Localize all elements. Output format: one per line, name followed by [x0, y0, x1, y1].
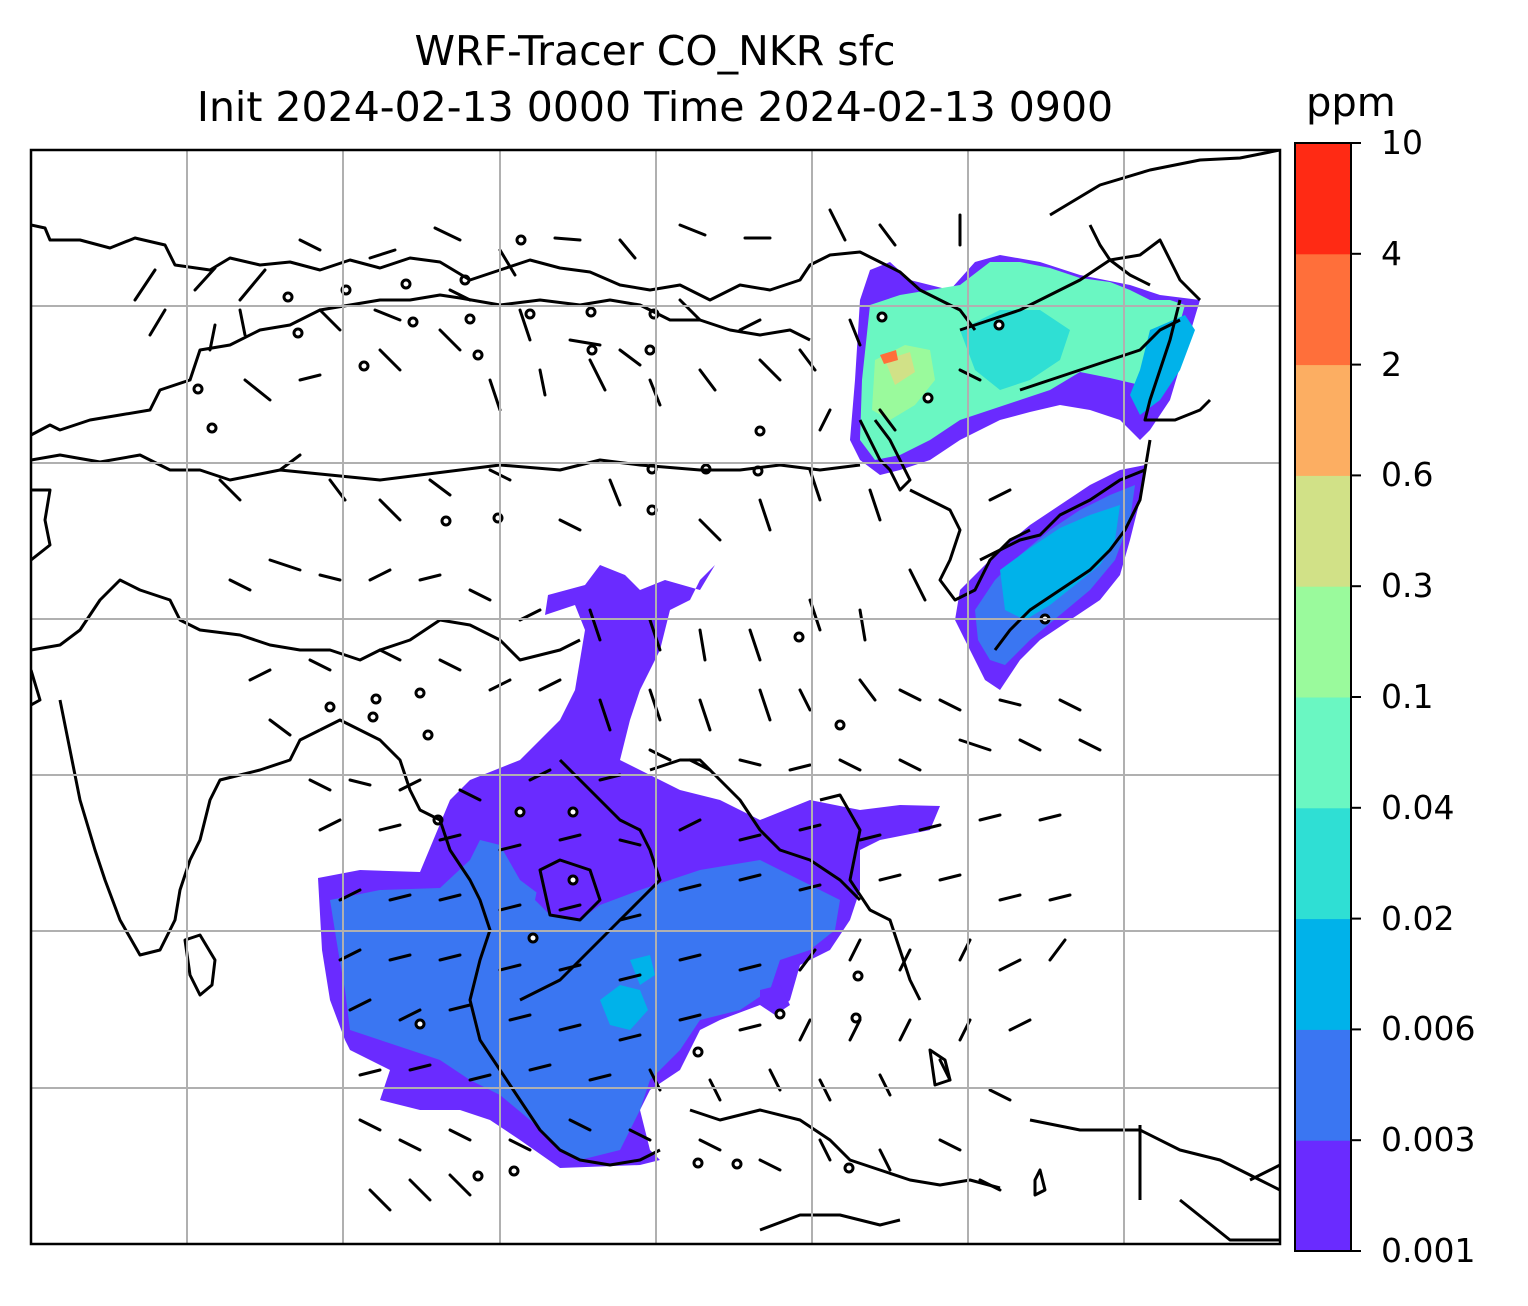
colorbar-ticks: [1351, 142, 1361, 1252]
colorbar-tick-label: 10: [1381, 123, 1423, 162]
colorbar-unit-label: ppm: [1306, 80, 1396, 126]
colorbar-tick-label: 0.006: [1381, 1009, 1476, 1049]
colorbar-tick-label: 0.001: [1381, 1231, 1476, 1270]
colorbar-band-0: [1295, 1140, 1351, 1252]
colorbar-band-4: [1295, 697, 1351, 809]
map-title-line2: Init 2024-02-13 0000 Time 2024-02-13 090…: [196, 83, 1114, 131]
colorbar-tick-label: 0.003: [1381, 1120, 1476, 1160]
colorbar-tick-label: 4: [1381, 233, 1402, 273]
colorbar-tick-label: 0.02: [1381, 898, 1455, 938]
tracer-plume-north: [850, 255, 1200, 690]
colorbar-band-7: [1295, 364, 1351, 476]
colorbar-band-6: [1295, 475, 1351, 587]
map-frame: [29, 148, 1282, 1246]
colorbar-band-8: [1295, 253, 1351, 366]
colorbar-band-9: [1295, 143, 1351, 255]
tracer-plume-south: [318, 565, 940, 1168]
colorbar-band-3: [1295, 807, 1351, 920]
colorbar-tick-label: 0.3: [1381, 566, 1434, 606]
colorbar-band-5: [1295, 586, 1351, 698]
colorbar: [1295, 143, 1351, 1252]
map-gridlines: [31, 150, 1280, 1244]
colorbar-tick-label: 0.1: [1381, 677, 1434, 716]
colorbar-band-2: [1295, 918, 1351, 1030]
colorbar-tick-label: 0.04: [1381, 787, 1455, 827]
map-title-line1: WRF-Tracer CO_NKR sfc: [414, 27, 896, 75]
colorbar-band-1: [1295, 1029, 1351, 1141]
colorbar-tick-label: 0.6: [1381, 455, 1434, 495]
colorbar-tick-label: 2: [1381, 344, 1402, 384]
